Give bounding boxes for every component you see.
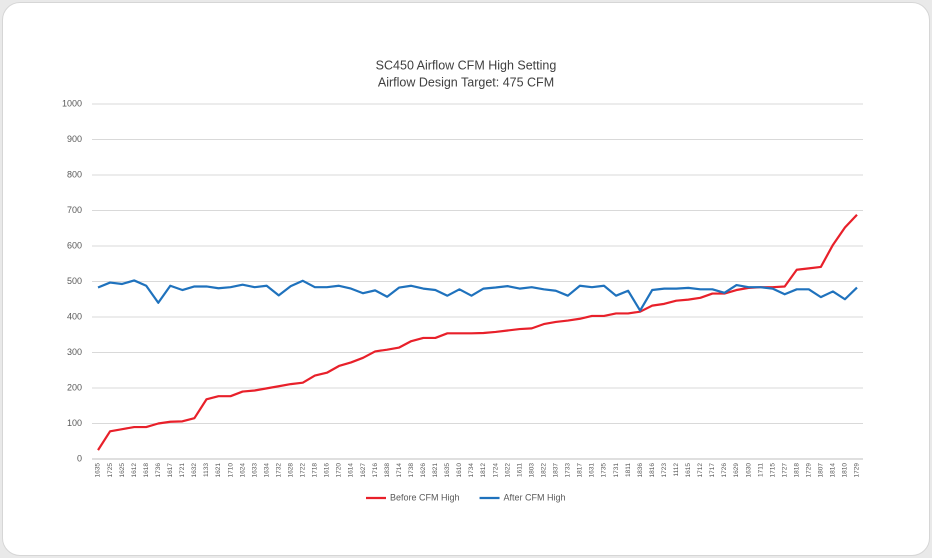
x-tick-label: 1812 [480,463,487,478]
x-tick-label: 1722 [300,463,307,478]
x-tick-label: 1838 [384,463,391,478]
x-tick-label: 1625 [119,463,126,478]
x-tick-label: 1718 [312,463,319,478]
y-tick-label: 700 [67,205,82,215]
x-tick-label: 1821 [432,463,439,478]
chart-subtitle: Airflow Design Target: 475 CFM [378,75,554,89]
x-tick-label: 1836 [637,463,644,478]
data-line [97,279,858,312]
x-tick-label: 1616 [324,463,331,478]
x-tick-label: 1729 [806,463,813,478]
x-tick-label: 1810 [842,463,849,478]
x-tick-label: 1133 [203,463,210,477]
x-tick-label: 1734 [468,463,475,478]
x-tick-label: 1710 [227,463,234,478]
x-tick-label: 1617 [167,463,174,478]
x-tick-label: 1715 [769,463,776,478]
x-tick-label: 1630 [745,463,752,478]
x-tick-label: 1724 [492,463,499,478]
x-tick-label: 1736 [155,463,162,478]
y-tick-label: 100 [67,418,82,428]
x-tick-label: 1837 [553,463,560,478]
chart-title: SC450 Airflow CFM High Setting [376,58,557,72]
x-tick-label: 1634 [263,463,270,478]
x-tick-label: 1635 [444,463,451,478]
y-tick-label: 400 [67,311,82,321]
y-tick-label: 900 [67,134,82,144]
x-tick-label: 1731 [613,463,620,478]
x-tick-label: 1632 [191,463,198,478]
x-tick-label: 1714 [396,463,403,478]
x-tick-label: 1622 [504,463,511,478]
x-tick-label: 1112 [673,463,680,477]
x-tick-label: 1735 [601,463,608,478]
data-line [97,214,858,451]
y-tick-label: 0 [77,453,82,463]
y-tick-label: 300 [67,347,82,357]
x-tick-label: 1727 [781,463,788,478]
x-tick-label: 1635 [95,463,102,478]
x-tick-label: 1628 [287,463,294,478]
x-tick-label: 1629 [733,463,740,478]
y-tick-label: 500 [67,276,82,286]
x-tick-label: 1822 [540,463,547,478]
x-tick-label: 1612 [131,463,138,478]
y-tick-label: 600 [67,240,82,250]
x-tick-label: 1618 [143,463,150,478]
x-tick-label: 1615 [685,463,692,478]
y-tick-label: 1000 [62,98,82,108]
x-tick-label: 1817 [577,463,584,478]
x-tick-label: 1807 [818,463,825,478]
x-tick-label: 1626 [420,463,427,478]
x-tick-label: 1611 [516,463,523,477]
x-tick-label: 1818 [793,463,800,478]
x-tick-label: 1610 [456,463,463,478]
x-tick-label: 1711 [757,463,764,477]
legend-label: After CFM High [504,492,566,502]
x-tick-label: 1633 [251,463,258,478]
legend-label: Before CFM High [390,492,460,502]
x-tick-label: 1721 [179,463,186,478]
x-tick-label: 1816 [649,463,656,478]
x-tick-label: 1726 [721,463,728,478]
x-tick-label: 1712 [697,463,704,478]
x-tick-label: 1732 [275,463,282,478]
x-tick-label: 1814 [830,463,837,478]
y-tick-label: 200 [67,382,82,392]
x-tick-label: 1729 [854,463,861,478]
x-tick-label: 1614 [348,463,355,478]
x-tick-label: 1717 [709,463,716,478]
x-tick-label: 1738 [408,463,415,478]
x-tick-label: 1631 [589,463,596,478]
x-tick-label: 1627 [360,463,367,478]
y-tick-label: 800 [67,169,82,179]
x-tick-label: 1720 [336,463,343,478]
x-tick-label: 1733 [565,463,572,478]
x-tick-label: 1803 [528,463,535,478]
x-tick-label: 1621 [215,463,222,478]
x-tick-label: 1811 [625,463,632,477]
x-tick-label: 1725 [107,463,114,478]
x-tick-label: 1723 [661,463,668,478]
x-tick-label: 1624 [239,463,246,478]
x-tick-label: 1716 [372,463,379,478]
